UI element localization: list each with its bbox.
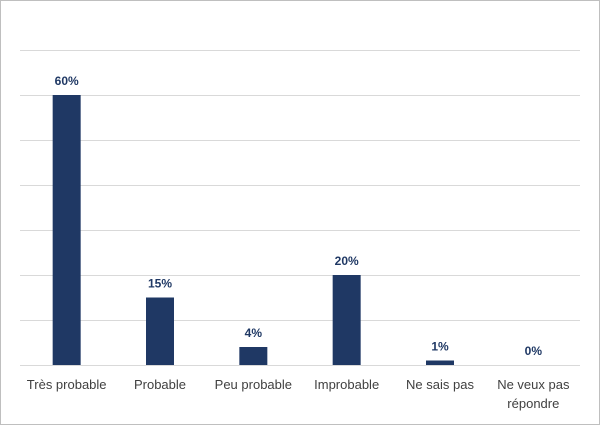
category-tick-label: Ne sais pas (406, 377, 474, 392)
category-tick-label: Ne veux pas répondre (497, 377, 570, 411)
data-label: 0% (525, 344, 543, 358)
gridlines (20, 50, 580, 366)
data-label: 4% (245, 326, 263, 340)
category-tick-label-line: Peu probable (215, 377, 292, 392)
bar (426, 360, 454, 365)
category-tick-label-line: Probable (134, 377, 186, 392)
bar (52, 95, 81, 365)
category-tick-label-line: Ne veux pas (497, 377, 570, 392)
data-label: 60% (55, 74, 79, 88)
bar (146, 297, 174, 365)
data-labels: 60% 15% 4% 20% 1% 0% (55, 74, 543, 358)
data-label: 1% (431, 340, 449, 354)
bars (52, 95, 454, 365)
category-tick-label: Probable (134, 377, 186, 392)
data-label: 15% (148, 277, 172, 291)
category-tick-labels: Très probable Probable Peu probable Improba… (27, 377, 570, 411)
data-label: 20% (335, 254, 359, 268)
bar (239, 347, 268, 365)
category-tick-label: Très probable (27, 377, 107, 392)
category-tick-label-line: répondre (507, 396, 559, 411)
category-tick-label: Improbable (314, 377, 379, 392)
category-tick-label-line: Improbable (314, 377, 379, 392)
category-tick-label: Peu probable (215, 377, 292, 392)
category-tick-label-line: Très probable (27, 377, 107, 392)
category-tick-label-line: Ne sais pas (406, 377, 474, 392)
bar (332, 275, 361, 365)
